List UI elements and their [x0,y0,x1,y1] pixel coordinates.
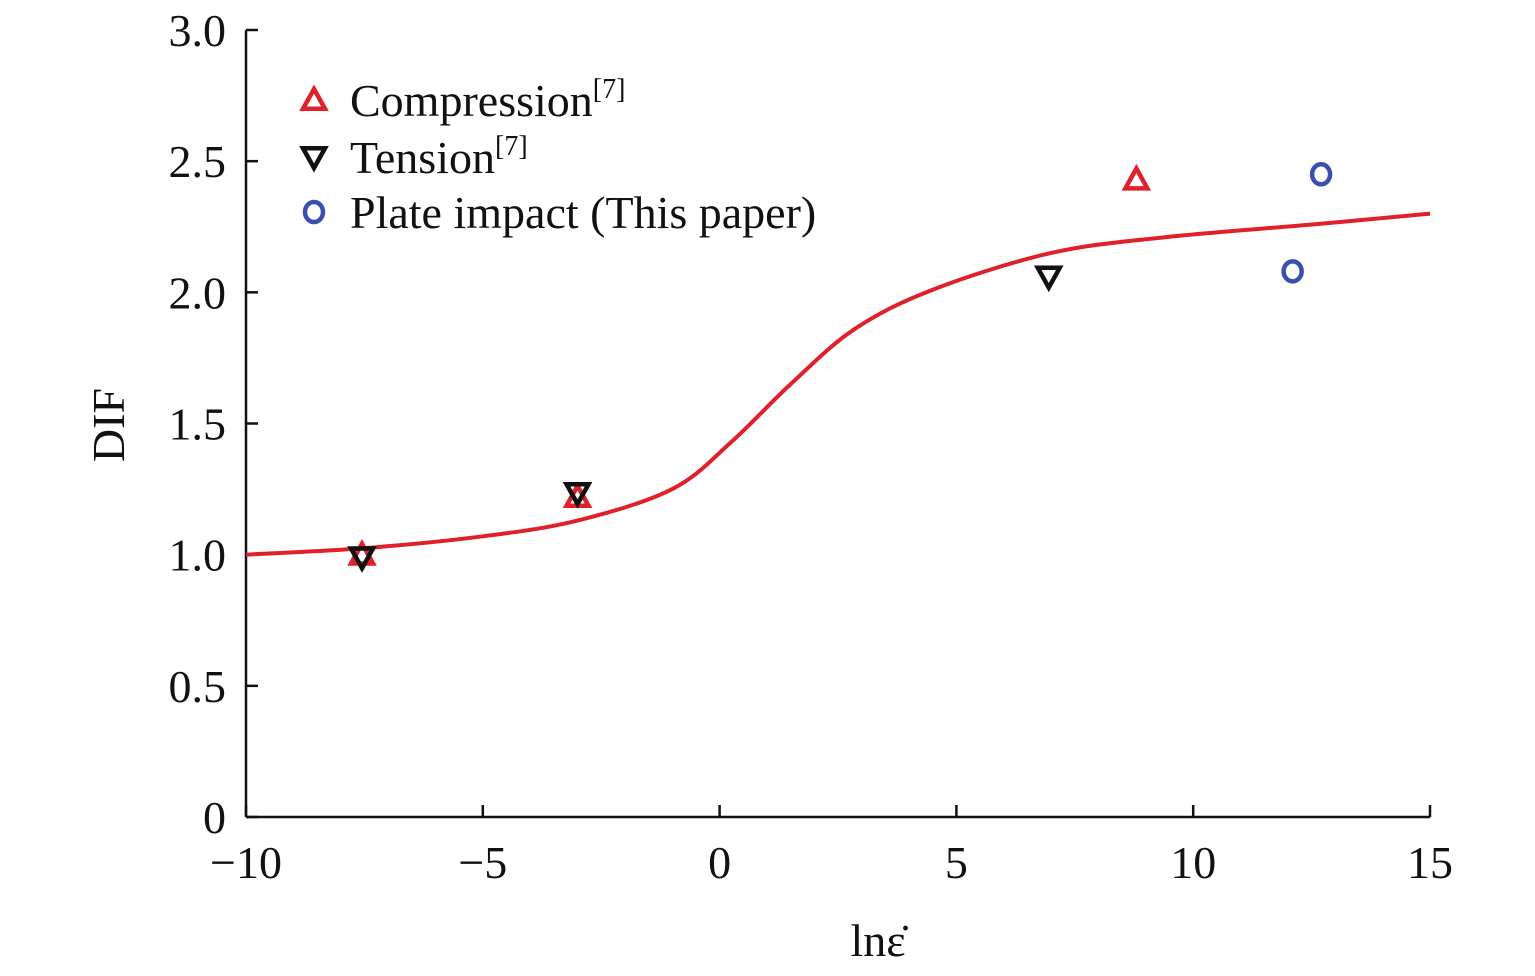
legend-label-text: Plate impact (This paper) [350,187,816,238]
y-tick-label: 0 [203,792,226,843]
legend-marker-circle-icon [302,199,326,225]
legend-item: Tension[7] [299,131,528,183]
legend-marker-triangle-up-icon [299,84,329,112]
x-tick-label: −5 [458,837,507,888]
x-tick-label: 0 [708,837,731,888]
legend-marker-triangle-down-icon [299,145,329,173]
legend-reference: [7] [593,74,626,105]
x-tick-label: 10 [1170,837,1216,888]
legend-label: Plate impact (This paper) [350,187,816,238]
y-tick-label: 1.5 [169,399,227,450]
data-point-circle [1309,162,1333,187]
y-tick-label: 1.0 [169,530,227,581]
x-tick-label: 15 [1407,837,1453,888]
y-tick-label: 0.5 [169,661,227,712]
x-tick-label: −10 [210,837,282,888]
data-point-triangle-up [347,539,377,566]
legend-label-text: Compression [350,75,593,126]
legend: Compression[7]Tension[7]Plate impact (Th… [299,74,816,238]
y-axis-label: DIF [83,388,134,462]
x-axis-label: lnε̇ [850,915,908,966]
data-point-triangle-down [562,481,593,509]
legend-label-text: Tension [350,132,495,183]
y-tick-label: 2.5 [169,136,227,187]
y-tick-label: 2.0 [169,267,227,318]
data-point-triangle-down [1033,265,1064,293]
legend-item: Plate impact (This paper) [302,187,816,238]
data-point-triangle-up [1121,163,1152,191]
axes: 0 0.5 1.0 1.5 2.0 2.5 3.0 −10 −5 0 5 10 15 [169,5,1454,888]
legend-reference: [7] [495,131,528,162]
legend-label: Tension[7] [350,131,528,183]
y-tick-label: 3.0 [169,5,227,56]
legend-item: Compression[7] [299,74,625,126]
data-point-triangle-down [347,546,377,573]
fit-curve [245,211,1431,557]
x-tick-label: 5 [945,837,968,888]
data-point-circle [1281,259,1304,284]
data-points [347,162,1333,573]
legend-label: Compression[7] [350,74,625,126]
